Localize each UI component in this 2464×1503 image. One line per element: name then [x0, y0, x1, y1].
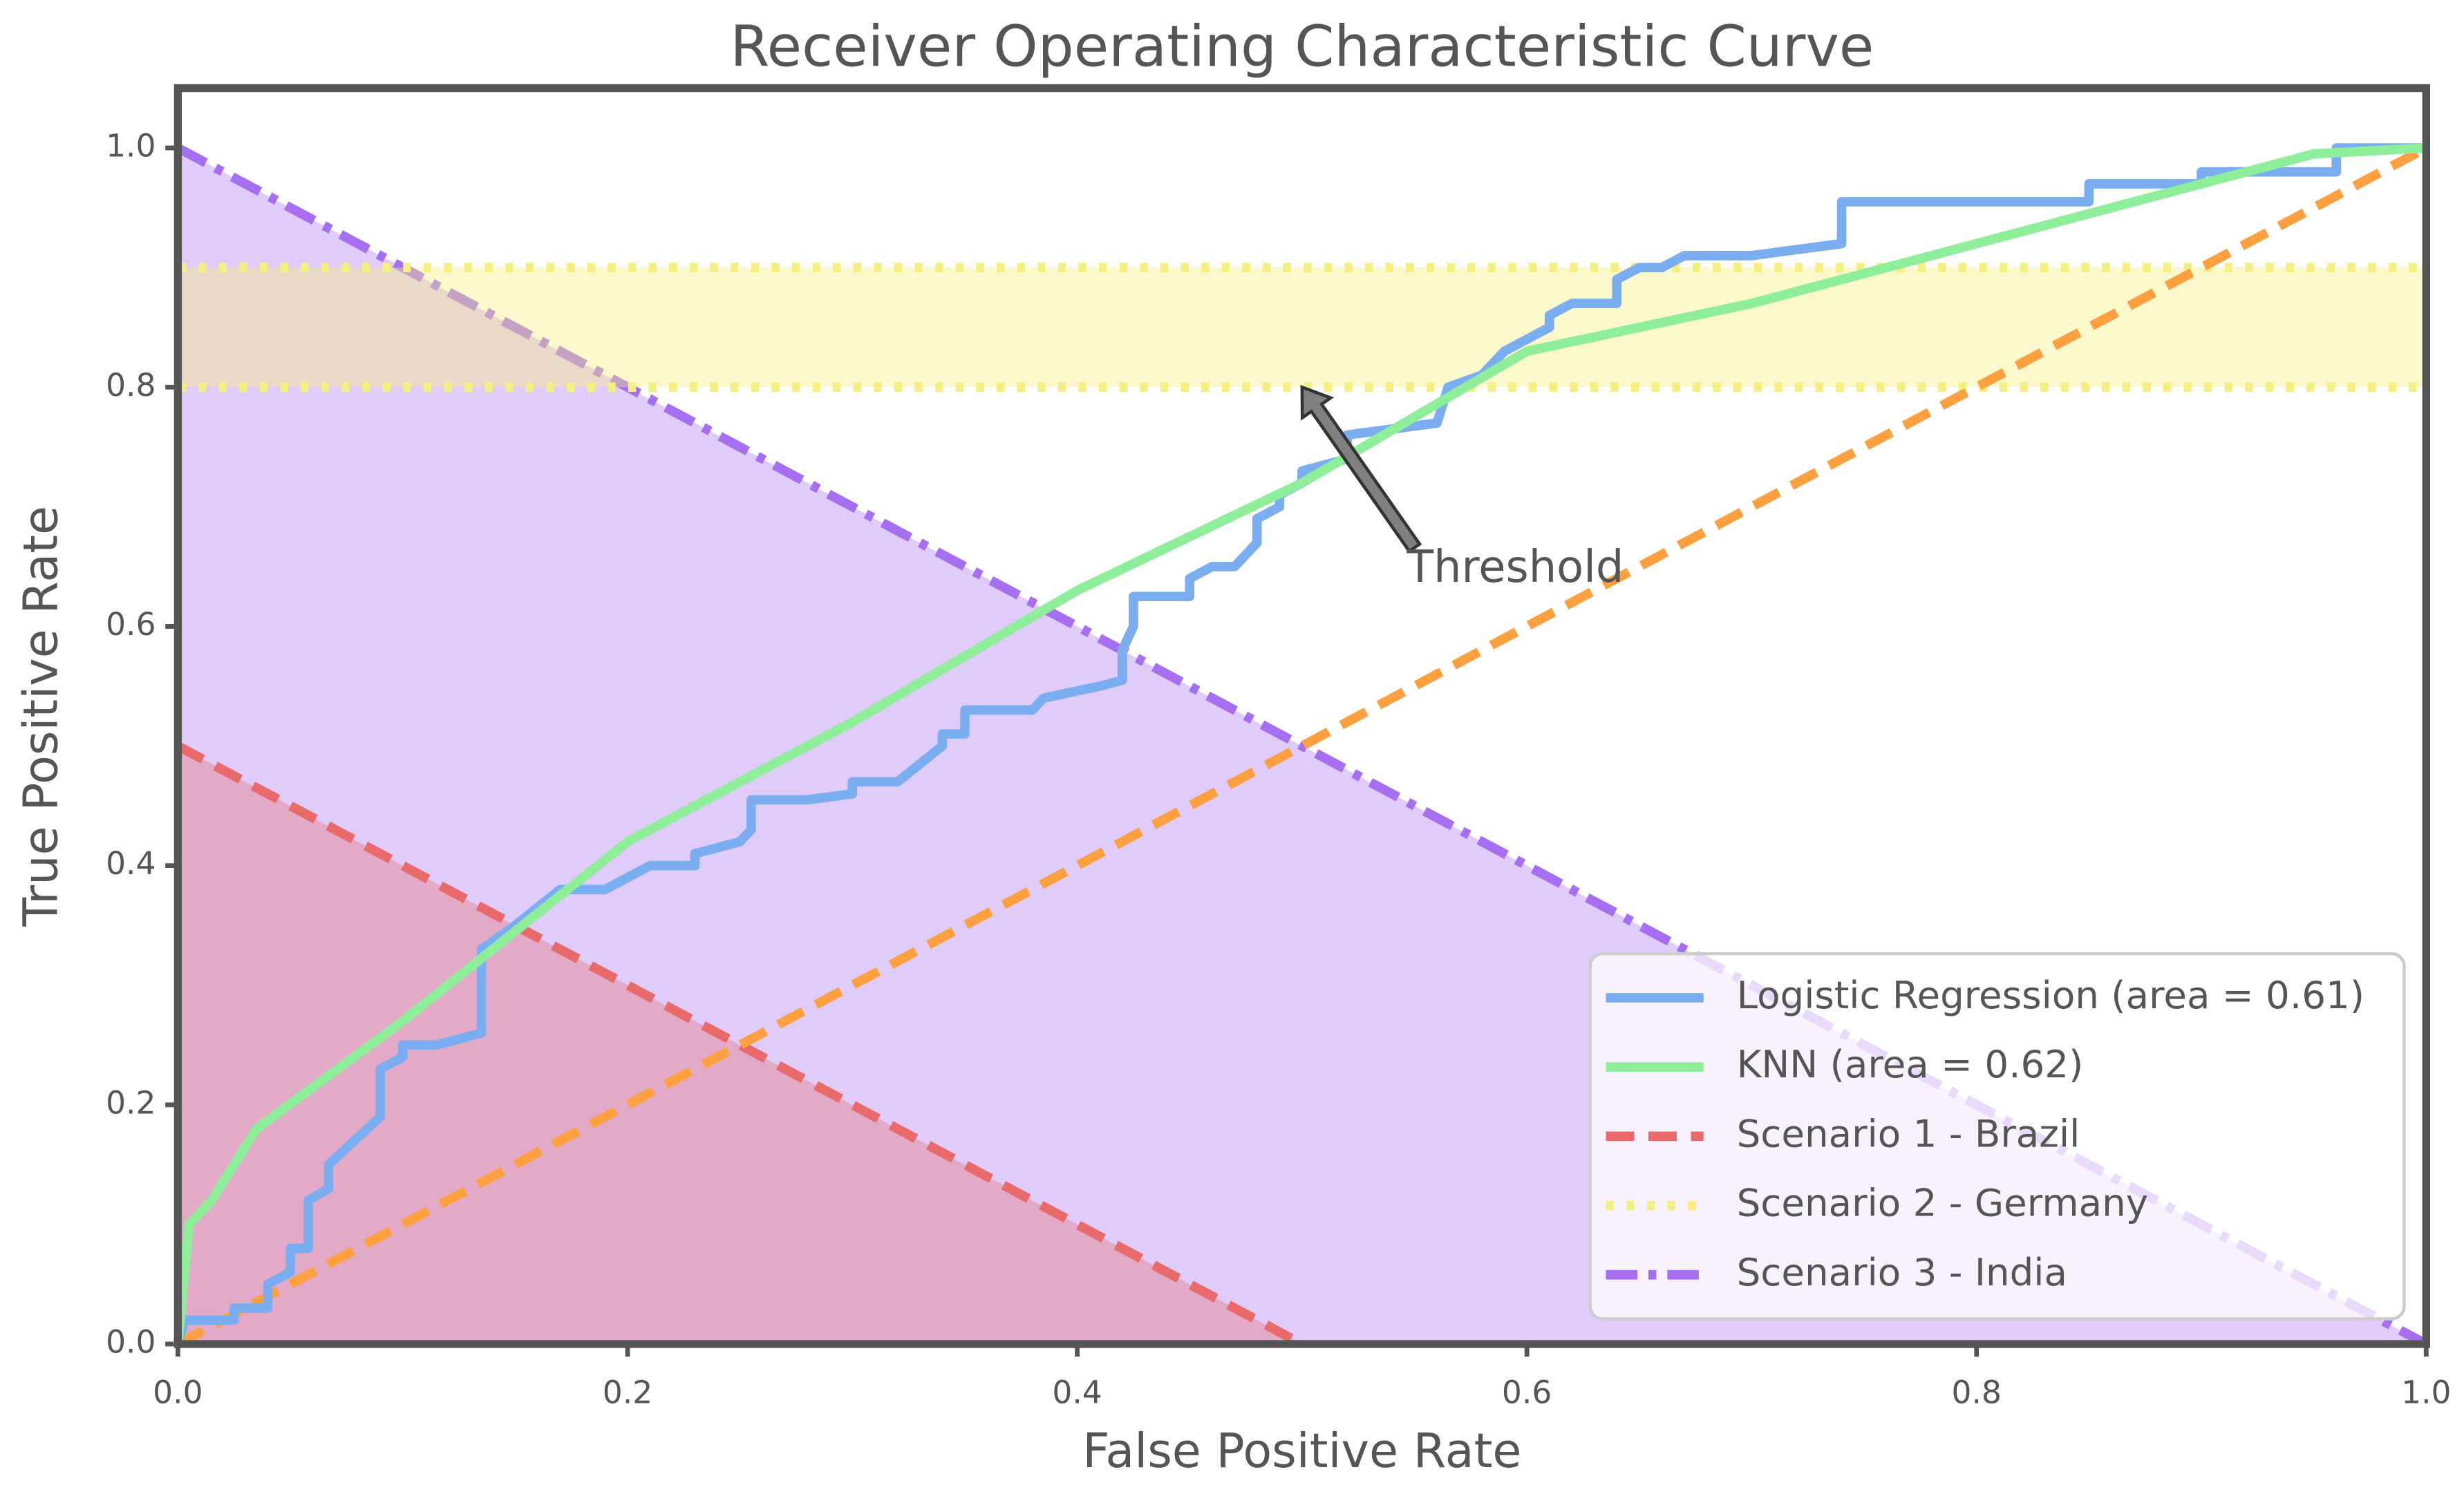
arrow-shape	[1300, 384, 1422, 554]
axes-frame	[173, 84, 2431, 1348]
x-tick-label: 0.0	[153, 1374, 203, 1410]
x-tick-label: 1.0	[2401, 1374, 2451, 1410]
y-tick-label: 0.2	[106, 1084, 156, 1121]
area-fill	[178, 267, 2427, 388]
legend-label: Scenario 2 - Germany	[1737, 1181, 2148, 1225]
legend-label: Logistic Regression (area = 0.61)	[1737, 973, 2365, 1017]
legend-label: Scenario 1 - Brazil	[1737, 1111, 2080, 1155]
legend-box	[1588, 952, 2406, 1321]
y-tick-label: 0.8	[106, 367, 156, 404]
legend-label: Scenario 3 - India	[1737, 1250, 2067, 1294]
series-line	[176, 144, 2429, 1349]
y-tick-label: 0.4	[106, 845, 156, 882]
x-tick-label: 0.8	[1952, 1374, 2002, 1410]
chart-title: Receiver Operating Characteristic Curve	[730, 14, 1874, 79]
x-tick-label: 0.4	[1052, 1374, 1102, 1410]
series-line	[173, 143, 2427, 1345]
annotation-arrow	[1300, 384, 1422, 554]
y-tick-label: 1.0	[106, 128, 156, 164]
y-tick-label: 0.0	[106, 1323, 156, 1360]
x-axis-label: False Positive Rate	[1082, 1424, 1521, 1479]
annotation-text: Threshold	[1406, 542, 1624, 593]
x-tick-label: 0.2	[603, 1374, 652, 1410]
series-line	[173, 143, 2427, 1345]
legend-label: KNN (area = 0.62)	[1737, 1042, 2084, 1086]
y-tick-label: 0.6	[106, 606, 156, 643]
y-axis-label: True Positive Rate	[14, 506, 68, 927]
x-tick-label: 0.6	[1502, 1374, 1552, 1410]
